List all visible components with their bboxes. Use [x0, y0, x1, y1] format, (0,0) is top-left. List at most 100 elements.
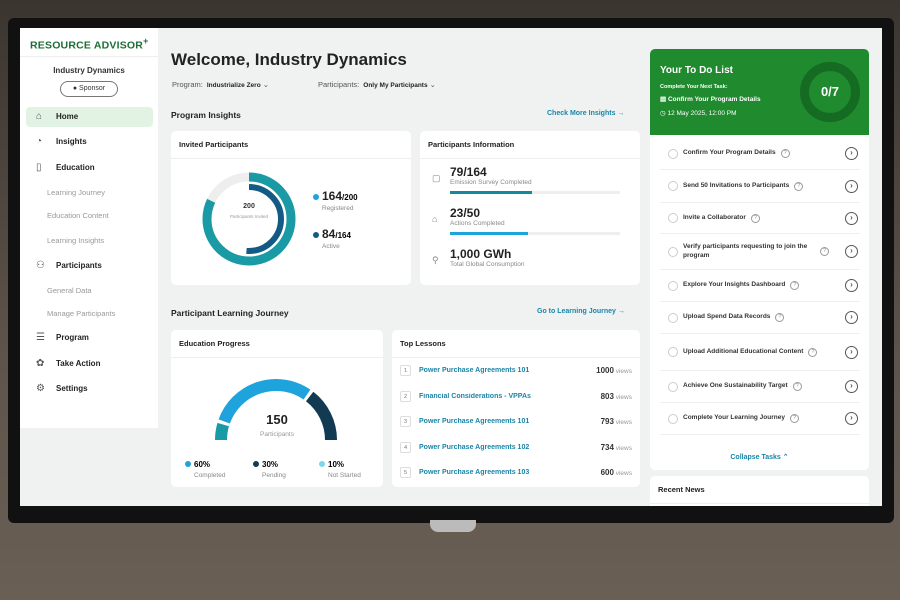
todo-header: Your To Do List Complete Your Next Task:…: [650, 49, 869, 135]
task-label: Achieve One Sustainability Target: [683, 382, 788, 390]
lesson-row[interactable]: 2 Financial Considerations - VPPAs 803 vie…: [400, 384, 632, 409]
lesson-title[interactable]: Power Purchase Agreements 101: [419, 418, 530, 425]
info-label: Emission Survey Completed: [450, 179, 532, 186]
chevron-right-icon[interactable]: ›: [845, 211, 858, 225]
lesson-rank: 2: [400, 390, 411, 402]
task-checkbox[interactable]: [668, 413, 678, 424]
task-checkbox[interactable]: [668, 213, 678, 223]
todo-title: Your To Do List: [660, 65, 733, 76]
nav-participants[interactable]: ⚇ Participants: [26, 256, 153, 276]
help-icon[interactable]: ?: [808, 347, 818, 357]
views-label: views: [615, 368, 632, 375]
registered-arc: [202, 172, 296, 266]
task-item[interactable]: Verify participants requesting to join t…: [660, 234, 860, 270]
chevron-right-icon[interactable]: ›: [845, 245, 858, 258]
section-title: Participant Learning Journey: [171, 308, 289, 318]
check-more-insights-link[interactable]: Check More Insights →: [547, 110, 624, 117]
task-item[interactable]: Upload Spend Data Records? ›: [660, 302, 860, 334]
views-label: views: [615, 393, 632, 401]
help-icon[interactable]: ?: [794, 181, 804, 191]
help-icon[interactable]: ?: [780, 149, 790, 158]
logo[interactable]: RESOURCE ADVISOR+: [30, 36, 148, 52]
lesson-row[interactable]: 5 Power Purchase Agreements 103 600 views: [400, 460, 632, 485]
chevron-right-icon[interactable]: ›: [845, 179, 858, 193]
nav-program[interactable]: ☰ Program: [26, 328, 153, 348]
task-checkbox[interactable]: [668, 381, 678, 392]
help-icon[interactable]: ?: [792, 382, 802, 391]
lesson-row[interactable]: 3 Power Purchase Agreements 101 793 views: [400, 409, 632, 434]
task-item[interactable]: Send 50 Invitations to Participants? ›: [660, 170, 860, 203]
info-value: 1,000 GWh: [450, 247, 512, 261]
progress-bar: [450, 191, 620, 194]
chevron-right-icon[interactable]: ›: [845, 345, 858, 359]
task-label: Upload Additional Educational Content: [683, 347, 804, 355]
task-item[interactable]: Confirm Your Program Details? ›: [660, 138, 860, 170]
help-icon[interactable]: ?: [775, 313, 785, 322]
collapse-tasks-button[interactable]: Collapse Tasks ⌃: [650, 453, 869, 461]
task-checkbox[interactable]: [668, 280, 678, 291]
nav-learning-insights[interactable]: Learning Insights: [47, 236, 105, 245]
task-item[interactable]: Achieve One Sustainability Target? ›: [660, 371, 860, 403]
help-icon[interactable]: ?: [789, 414, 799, 423]
invited-donut: [202, 172, 296, 266]
clipboard-icon: ▤: [660, 96, 667, 103]
nav-home[interactable]: ⌂ Home: [26, 107, 153, 127]
chevron-right-icon[interactable]: ›: [845, 311, 858, 324]
chevron-right-icon[interactable]: ›: [845, 279, 858, 292]
nav-insights[interactable]: ◔ Insights: [26, 132, 153, 152]
nav-manage-participants[interactable]: Manage Participants: [47, 309, 116, 318]
bulb-icon: ⚲: [432, 255, 439, 265]
task-checkbox[interactable]: [668, 312, 678, 323]
info-label: Actions Completed: [450, 220, 505, 227]
task-checkbox[interactable]: [668, 181, 678, 191]
lesson-title[interactable]: Power Purchase Agreements 101: [419, 367, 530, 374]
task-label: Verify participants requesting to join t…: [683, 243, 808, 259]
chevron-right-icon[interactable]: ›: [845, 380, 858, 393]
legend-pending: 30% Pending: [253, 454, 286, 480]
nav-education-content[interactable]: Education Content: [47, 211, 109, 220]
sidebar: RESOURCE ADVISOR+ Industry Dynamics ● Sp…: [20, 28, 158, 428]
participants-value: Only My Participants: [363, 82, 428, 89]
lesson-row[interactable]: 1 Power Purchase Agreements 101 1000 views: [400, 358, 632, 383]
next-task-label: Complete Your Next Task:: [660, 84, 728, 90]
registered-value: 164: [322, 189, 343, 203]
lesson-title[interactable]: Financial Considerations - VPPAs: [419, 392, 531, 400]
task-checkbox[interactable]: [668, 246, 678, 257]
help-icon[interactable]: ?: [790, 281, 800, 290]
chevron-right-icon[interactable]: ›: [845, 412, 858, 425]
logo-text: RESOURCE ADVISOR: [30, 39, 144, 52]
chevron-right-icon[interactable]: ›: [845, 147, 858, 160]
task-item[interactable]: Complete Your Learning Journey? ›: [660, 403, 860, 435]
lesson-views: 793 views: [601, 417, 632, 426]
nav-take-action[interactable]: ✿ Take Action: [26, 354, 153, 374]
go-to-learning-journey-link[interactable]: Go to Learning Journey →: [537, 308, 625, 315]
participants-select[interactable]: Participants: Only My Participants ⌄: [318, 80, 436, 89]
task-item[interactable]: Upload Additional Educational Content? ›: [660, 334, 860, 371]
registered-label: Registered: [322, 205, 354, 212]
nav-learning-journey[interactable]: Learning Journey: [47, 188, 105, 197]
leaf-icon: ✿: [36, 358, 45, 369]
nav-general-data[interactable]: General Data: [47, 286, 92, 295]
lesson-row[interactable]: 4 Power Purchase Agreements 102 734 views: [400, 435, 632, 460]
lesson-title[interactable]: Power Purchase Agreements 102: [419, 443, 530, 451]
help-icon[interactable]: ?: [820, 247, 829, 256]
nav-label: Participants: [56, 261, 102, 270]
task-checkbox[interactable]: [668, 148, 678, 159]
gauge-center-value: 150: [266, 412, 288, 427]
card-title: Recent News: [650, 476, 869, 504]
task-checkbox[interactable]: [668, 347, 678, 357]
task-item[interactable]: Invite a Collaborator? ›: [660, 203, 860, 234]
lesson-rank: 3: [400, 416, 411, 427]
registered-total: /200: [342, 193, 358, 202]
views-count: 1000: [596, 366, 614, 375]
program-select[interactable]: Program: Industrialize Zero ⌄: [172, 80, 269, 89]
help-icon[interactable]: ?: [750, 213, 760, 223]
lesson-title[interactable]: Power Purchase Agreements 103: [419, 469, 530, 476]
task-item[interactable]: Explore Your Insights Dashboard? ›: [660, 270, 860, 302]
link-text: Check More Insights: [547, 110, 616, 117]
nav-education[interactable]: ▯ Education: [26, 158, 153, 178]
book-icon: ▯: [36, 162, 42, 173]
education-progress-card: Education Progress 150 Participants 60% C…: [171, 330, 383, 487]
next-task-link[interactable]: ▤ Confirm Your Program Details: [660, 96, 761, 104]
nav-settings[interactable]: ⚙ Settings: [26, 379, 153, 399]
